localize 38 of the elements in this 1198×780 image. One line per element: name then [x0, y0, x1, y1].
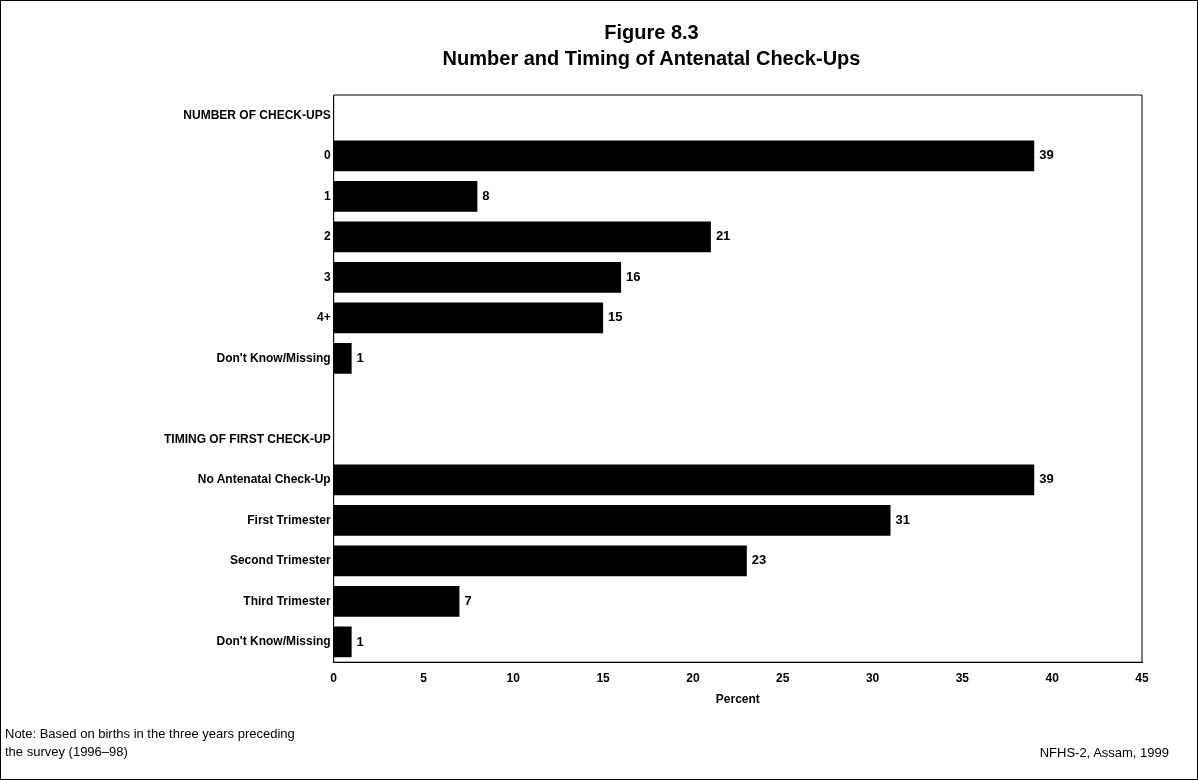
data-label: 31: [895, 511, 910, 527]
y-tick-label: 3: [323, 269, 331, 284]
x-tick-label: 5: [420, 670, 428, 685]
y-tick-label: 1: [323, 188, 331, 203]
x-tick-label: 25: [776, 670, 790, 685]
data-label: 23: [751, 552, 767, 568]
y-tick-label: Don't Know/Missing: [216, 350, 331, 365]
x-tick-label: 15: [596, 670, 611, 685]
y-tick-label: Second Trimester: [229, 553, 331, 568]
x-tick-label: 40: [1045, 670, 1060, 685]
y-tick-label: 4+: [316, 310, 331, 325]
data-label: 8: [482, 187, 490, 203]
data-label: 39: [1039, 471, 1054, 487]
data-label: 21: [715, 228, 731, 244]
y-tick-label: TIMING OF FIRST CHECK-UP: [163, 431, 331, 446]
y-tick-label: First Trimester: [247, 512, 331, 527]
y-tick-label: Don't Know/Missing: [216, 634, 331, 649]
text: NFHS-2, Assam, 1999: [1039, 745, 1169, 760]
y-tick-label: No Antenatal Check-Up: [197, 472, 331, 487]
data-label: 1: [356, 633, 364, 649]
chart-subtitle: Number and Timing of Antenatal Check-Ups: [442, 46, 861, 69]
x-tick-label: 30: [865, 670, 880, 685]
x-tick-label: 35: [955, 670, 970, 685]
y-tick-label: Third Trimester: [243, 593, 331, 608]
data-label: 15: [608, 309, 623, 325]
text: Note: Based on births in the three years preceding the survey (1996–98): [5, 725, 295, 761]
x-tick-label: 10: [506, 670, 521, 685]
x-tick-label: 20: [686, 670, 700, 685]
y-tick-label: 0: [323, 148, 331, 163]
y-tick-label: 2: [323, 229, 331, 244]
x-tick-label: 45: [1135, 670, 1149, 685]
data-label: 1: [356, 349, 364, 365]
y-tick-label: NUMBER OF CHECK-UPS: [183, 107, 331, 122]
x-axis-title: Percent: [715, 692, 760, 707]
data-label: 39: [1039, 147, 1054, 163]
chart-title: Figure 8.3: [604, 20, 699, 43]
data-label: 16: [626, 268, 641, 284]
data-label: 7: [464, 593, 472, 609]
